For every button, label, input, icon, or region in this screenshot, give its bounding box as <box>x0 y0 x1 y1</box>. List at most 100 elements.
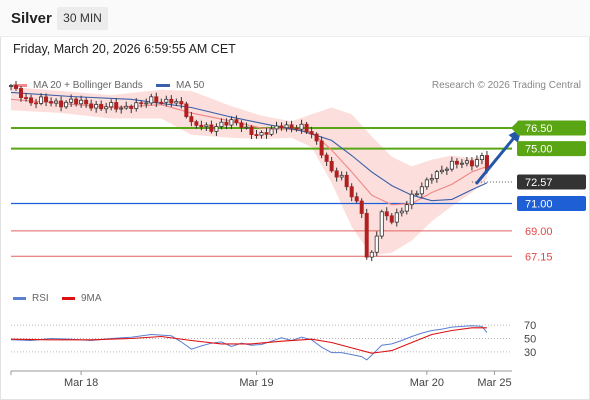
level-label-69-00: 69.00 <box>525 226 553 238</box>
candle-body <box>244 126 249 129</box>
header-bar: Silver 30 MIN <box>0 0 590 37</box>
ma20-legend-label: MA 20 + Bollinger Bands <box>33 80 143 91</box>
candle-body <box>34 102 39 105</box>
candle-body <box>369 251 374 258</box>
candle-body <box>424 179 429 188</box>
candle-body <box>39 96 44 104</box>
legend-rsi: RSI <box>13 293 49 304</box>
candle-body <box>254 134 259 136</box>
x-tick-label: Mar 18 <box>64 377 98 389</box>
candle-body <box>339 174 344 178</box>
candle-body <box>149 96 154 104</box>
candle-body <box>289 124 294 129</box>
candle-body <box>94 103 99 109</box>
candle-body <box>274 125 279 130</box>
candle-body <box>444 168 449 171</box>
candle-body <box>334 170 339 178</box>
rsi-tick-70: 70 <box>524 320 536 332</box>
candle-body <box>379 211 384 237</box>
candle-body <box>144 102 149 105</box>
candle-body <box>454 160 459 165</box>
candle-body <box>419 186 424 195</box>
candle-body <box>459 162 464 165</box>
candle-body <box>74 98 79 105</box>
candle-body <box>164 98 169 103</box>
candle-body <box>24 97 29 99</box>
candle-body <box>464 160 469 164</box>
candle-body <box>439 169 444 173</box>
candle-body <box>69 98 74 103</box>
candle-body <box>14 85 19 89</box>
rsi-legend-label: RSI <box>32 293 49 304</box>
candle-body <box>219 121 224 127</box>
candle-body <box>159 101 164 104</box>
candle-body <box>169 98 174 104</box>
x-tick-label: Mar 19 <box>239 377 273 389</box>
candle-body <box>284 124 289 129</box>
candle-body <box>134 102 139 109</box>
candle-body <box>194 121 199 126</box>
candle-body <box>119 107 124 110</box>
candle-body <box>204 124 209 128</box>
candle-body <box>384 211 389 217</box>
instrument-title: Silver <box>11 10 52 27</box>
ma20-swatch <box>13 83 27 87</box>
level-label-72-57: 72.57 <box>525 177 553 189</box>
level-label-75-00: 75.00 <box>525 144 553 156</box>
candle-body <box>174 101 179 104</box>
candle-body <box>349 186 354 198</box>
candle-body <box>239 122 244 128</box>
candle-body <box>469 160 474 167</box>
candle-body <box>8 85 13 87</box>
candle-body <box>409 193 414 206</box>
level-label-pointer <box>511 122 517 135</box>
candle-body <box>99 103 104 110</box>
candle-body <box>59 100 64 108</box>
candle-body <box>224 121 229 126</box>
level-label-67-15: 67.15 <box>525 251 553 263</box>
candle-body <box>479 155 484 161</box>
candle-body <box>49 101 54 104</box>
candle-body <box>294 127 299 130</box>
candle-body <box>449 160 454 170</box>
candle-body <box>104 106 109 110</box>
candle-body <box>364 213 369 258</box>
legend-rsi-ma: 9MA <box>62 293 102 304</box>
level-label-71-00: 71.00 <box>525 198 553 210</box>
candle-body <box>184 103 189 118</box>
level-label-box-71-00 <box>517 195 586 211</box>
candle-body <box>354 196 359 202</box>
rsi-tick-50: 50 <box>524 334 536 346</box>
candles-group <box>8 80 489 262</box>
candle-body <box>84 99 89 105</box>
candle-body <box>139 102 144 105</box>
timestamp: Friday, March 20, 2026 6:59:55 AM CET <box>13 42 236 56</box>
level-label-box-72-57 <box>517 174 586 190</box>
candle-body <box>234 119 239 124</box>
candle-body <box>279 125 284 129</box>
candle-body <box>329 161 334 172</box>
level-label-box-75-00 <box>517 141 586 157</box>
candle-body <box>109 102 114 108</box>
candle-body <box>209 124 214 132</box>
candle-body <box>79 99 84 105</box>
projection-arrow-shaft <box>475 129 522 185</box>
candle-body <box>394 212 399 223</box>
candle-body <box>19 88 24 98</box>
candle-body <box>314 133 319 142</box>
candle-body <box>359 200 364 214</box>
timeframe-button[interactable]: 30 MIN <box>57 7 108 30</box>
research-credit: Research © 2026 Trading Central <box>431 80 581 91</box>
candle-body <box>414 193 419 196</box>
candle-body <box>124 105 129 109</box>
candle-body <box>344 174 349 188</box>
candle-body <box>319 140 324 156</box>
candle-body <box>434 171 439 179</box>
candle-body <box>324 154 329 162</box>
rsi-ma-legend-label: 9MA <box>81 293 102 304</box>
candle-body <box>304 123 309 132</box>
rsi-swatch <box>13 296 26 300</box>
candle-body <box>374 235 379 253</box>
candle-body <box>29 97 34 104</box>
